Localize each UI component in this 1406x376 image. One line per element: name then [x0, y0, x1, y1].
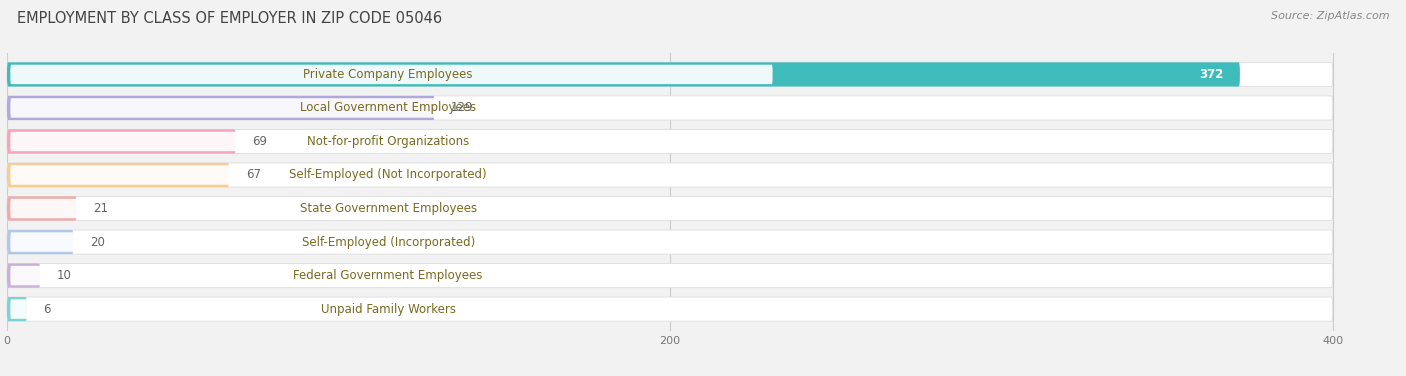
- Text: Unpaid Family Workers: Unpaid Family Workers: [321, 303, 456, 315]
- Text: 6: 6: [44, 303, 51, 315]
- FancyBboxPatch shape: [10, 165, 773, 185]
- FancyBboxPatch shape: [7, 297, 27, 321]
- Text: Self-Employed (Not Incorporated): Self-Employed (Not Incorporated): [290, 168, 486, 182]
- Text: 10: 10: [56, 269, 72, 282]
- FancyBboxPatch shape: [10, 65, 773, 84]
- Text: State Government Employees: State Government Employees: [299, 202, 477, 215]
- FancyBboxPatch shape: [7, 129, 236, 153]
- Text: 20: 20: [90, 235, 105, 249]
- FancyBboxPatch shape: [7, 264, 1333, 288]
- FancyBboxPatch shape: [7, 230, 1333, 254]
- Text: Self-Employed (Incorporated): Self-Employed (Incorporated): [301, 235, 475, 249]
- FancyBboxPatch shape: [7, 163, 229, 187]
- Text: Federal Government Employees: Federal Government Employees: [294, 269, 482, 282]
- FancyBboxPatch shape: [7, 230, 73, 254]
- Text: 67: 67: [246, 168, 260, 182]
- Text: 69: 69: [252, 135, 267, 148]
- Text: 21: 21: [93, 202, 108, 215]
- FancyBboxPatch shape: [10, 266, 773, 285]
- FancyBboxPatch shape: [10, 232, 773, 252]
- Text: Local Government Employees: Local Government Employees: [299, 102, 477, 114]
- FancyBboxPatch shape: [7, 62, 1240, 86]
- Text: Source: ZipAtlas.com: Source: ZipAtlas.com: [1271, 11, 1389, 21]
- FancyBboxPatch shape: [10, 199, 773, 218]
- FancyBboxPatch shape: [7, 196, 1333, 221]
- Text: 372: 372: [1199, 68, 1223, 81]
- FancyBboxPatch shape: [10, 299, 773, 319]
- Text: EMPLOYMENT BY CLASS OF EMPLOYER IN ZIP CODE 05046: EMPLOYMENT BY CLASS OF EMPLOYER IN ZIP C…: [17, 11, 441, 26]
- FancyBboxPatch shape: [7, 96, 434, 120]
- FancyBboxPatch shape: [7, 96, 1333, 120]
- Text: Private Company Employees: Private Company Employees: [304, 68, 472, 81]
- FancyBboxPatch shape: [7, 297, 1333, 321]
- FancyBboxPatch shape: [7, 196, 77, 221]
- FancyBboxPatch shape: [7, 163, 1333, 187]
- FancyBboxPatch shape: [7, 129, 1333, 153]
- Text: 129: 129: [451, 102, 474, 114]
- FancyBboxPatch shape: [10, 132, 773, 151]
- FancyBboxPatch shape: [7, 264, 41, 288]
- Text: Not-for-profit Organizations: Not-for-profit Organizations: [307, 135, 470, 148]
- FancyBboxPatch shape: [10, 98, 773, 118]
- FancyBboxPatch shape: [7, 62, 1333, 86]
